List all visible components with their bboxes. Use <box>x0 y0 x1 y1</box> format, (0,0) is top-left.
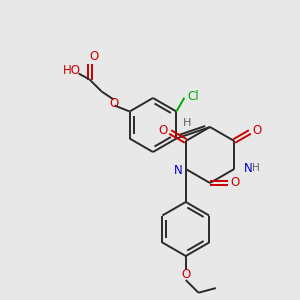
Text: O: O <box>181 268 190 281</box>
Text: H: H <box>252 163 260 173</box>
Text: O: O <box>252 124 262 137</box>
Text: Cl: Cl <box>188 90 199 103</box>
Text: O: O <box>230 176 240 190</box>
Text: O: O <box>158 124 168 137</box>
Text: HO: HO <box>63 64 81 77</box>
Text: N: N <box>173 164 182 178</box>
Text: O: O <box>109 97 118 110</box>
Text: H: H <box>182 118 191 128</box>
Text: O: O <box>89 50 98 63</box>
Text: N: N <box>244 161 253 175</box>
